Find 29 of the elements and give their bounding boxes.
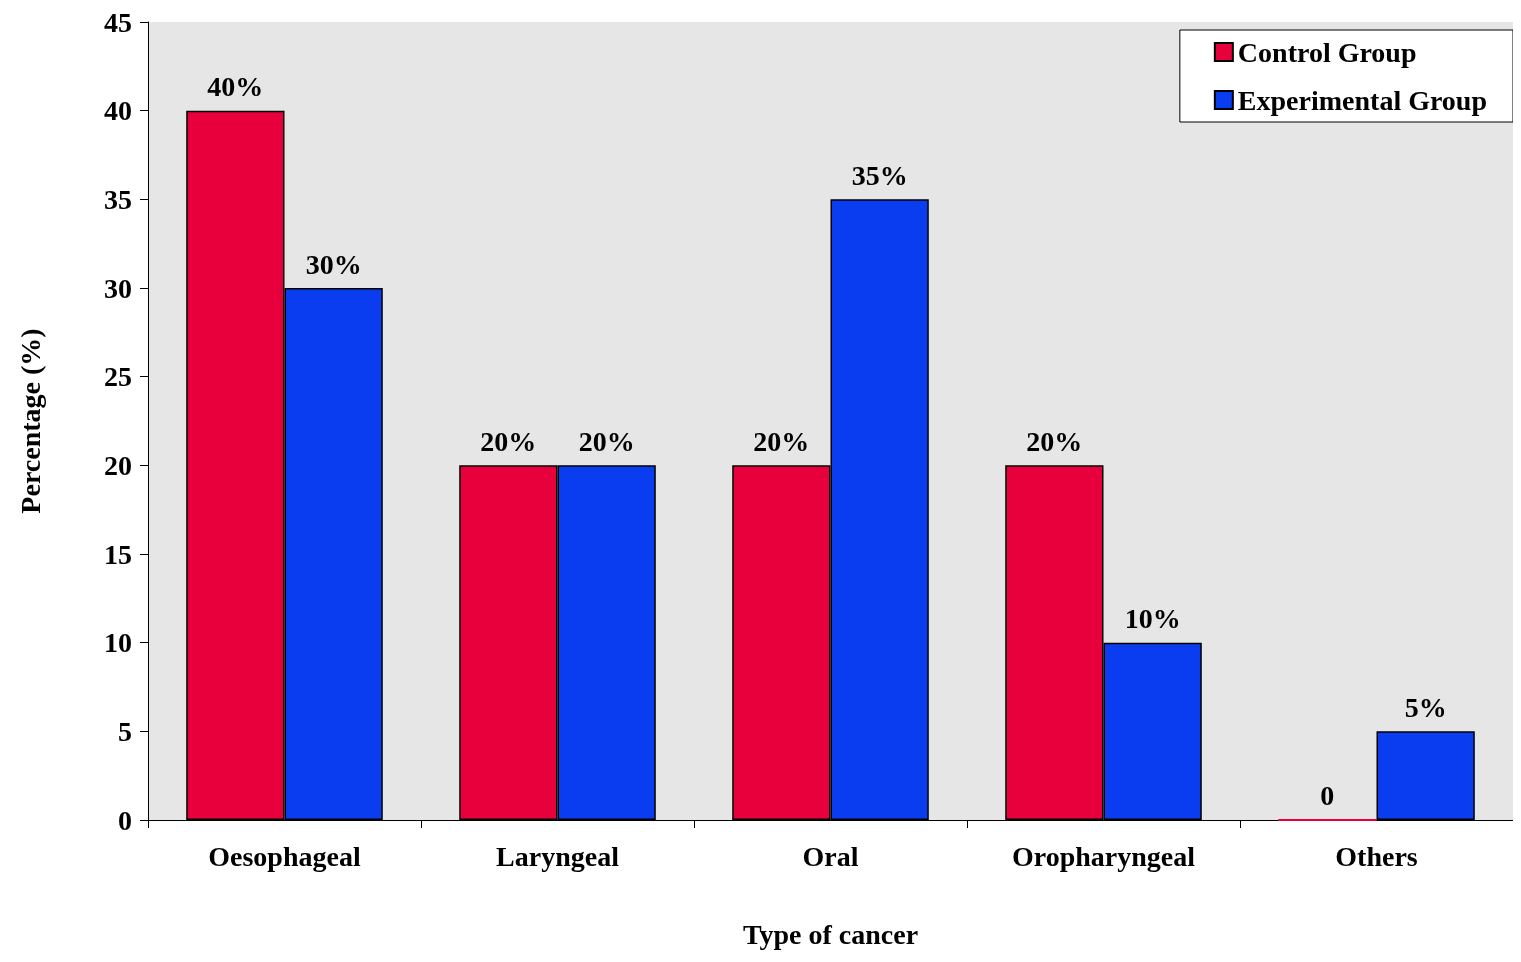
y-tick-label: 35	[104, 183, 132, 215]
x-tick-label: Others	[1335, 840, 1418, 872]
x-tick-label: Oral	[802, 840, 859, 872]
data-label: 10%	[1124, 603, 1181, 635]
y-tick-label: 5	[118, 715, 132, 747]
data-label: 20%	[1026, 425, 1083, 457]
data-label: 20%	[753, 425, 810, 457]
legend-label: Experimental Group	[1237, 84, 1487, 116]
y-tick-label: 15	[104, 538, 132, 570]
data-label: 20%	[578, 425, 635, 457]
y-tick-label: 25	[104, 361, 132, 393]
y-tick-label: 45	[104, 6, 132, 38]
x-tick-label: Oropharyngeal	[1011, 840, 1196, 872]
y-tick-label: 30	[104, 272, 132, 304]
y-tick-label: 40	[104, 95, 132, 127]
data-label: 20%	[480, 425, 537, 457]
y-axis-title: Percentage (%)	[14, 328, 46, 514]
data-label: 5%	[1404, 691, 1447, 723]
data-label: 0	[1320, 779, 1335, 811]
legend-label: Control Group	[1237, 36, 1417, 68]
y-tick-label: 10	[104, 627, 132, 659]
data-label: 35%	[851, 159, 908, 191]
data-label: 40%	[207, 71, 264, 103]
y-tick-label: 0	[118, 804, 132, 836]
x-axis-title: Type of cancer	[742, 918, 919, 950]
data-label: 30%	[305, 248, 362, 280]
y-tick-label: 20	[104, 449, 132, 481]
x-tick-label: Laryngeal	[496, 840, 620, 872]
x-tick-label: Oesophageal	[208, 840, 361, 872]
